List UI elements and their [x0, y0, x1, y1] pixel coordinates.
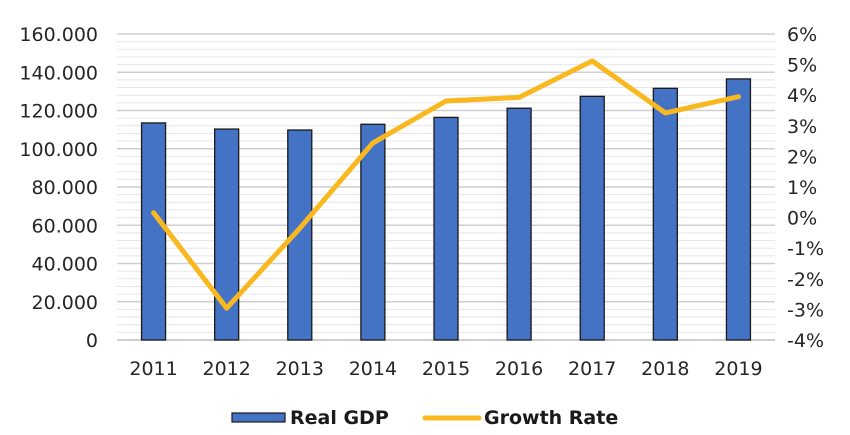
y-left-tick-label: 0 [86, 330, 98, 352]
legend-swatch-real-gdp [231, 412, 286, 423]
x-tick-label: 2011 [129, 358, 177, 380]
line-series-growth-rate [151, 58, 741, 311]
y-axis-left-labels: 0 20.000 40.000 60.000 80.000 100.000 120.000 1… [19, 24, 98, 352]
y-right-tick-label: -1% [787, 238, 824, 260]
x-tick-label: 2017 [568, 358, 616, 380]
x-tick-label: 2018 [641, 358, 689, 380]
y-right-tick-label: 5% [787, 55, 817, 77]
y-left-tick-label: 20.000 [32, 292, 98, 314]
y-right-tick-label: 2% [787, 146, 817, 168]
x-tick-label: 2012 [202, 358, 250, 380]
legend: Real GDP Growth Rate [231, 407, 618, 429]
bar-real-gdp [140, 122, 167, 341]
bar-series-real-gdp [140, 78, 752, 341]
bar-real-gdp [652, 87, 678, 341]
x-tick-label: 2013 [276, 358, 324, 380]
y-left-tick-label: 40.000 [32, 254, 98, 276]
y-right-tick-label: 6% [787, 24, 817, 46]
y-right-tick-label: 4% [787, 85, 817, 107]
y-left-tick-label: 140.000 [19, 62, 98, 84]
x-tick-label: 2019 [714, 358, 762, 380]
x-tick-label: 2016 [495, 358, 543, 380]
y-axis-right-labels: -4% -3% -2% -1% 0% 1% 2% 3% 4% 5% 6% [787, 24, 824, 352]
bar-real-gdp [725, 78, 752, 341]
y-left-tick-label: 120.000 [19, 101, 98, 123]
y-left-tick-label: 60.000 [32, 215, 98, 237]
x-tick-label: 2015 [422, 358, 470, 380]
y-right-tick-label: -2% [787, 269, 824, 291]
bar-real-gdp [287, 129, 313, 341]
x-axis-labels: 2011 2012 2013 2014 2015 2016 2017 2018 2019 [129, 358, 762, 380]
x-tick-label: 2014 [349, 358, 397, 380]
legend-label-real-gdp: Real GDP [290, 407, 389, 429]
bar-real-gdp [433, 116, 459, 341]
y-right-tick-label: 0% [787, 208, 817, 230]
y-right-tick-label: 1% [787, 177, 817, 199]
bar-real-gdp [506, 107, 532, 341]
y-right-tick-label: -4% [787, 330, 824, 352]
legend-label-growth-rate: Growth Rate [484, 407, 618, 429]
y-left-tick-label: 80.000 [32, 177, 98, 199]
bar-real-gdp [579, 95, 605, 341]
y-left-tick-label: 160.000 [19, 24, 98, 46]
bar-real-gdp [360, 123, 386, 341]
y-right-tick-label: -3% [787, 299, 824, 321]
y-right-tick-label: 3% [787, 116, 817, 138]
y-left-tick-label: 100.000 [19, 139, 98, 161]
